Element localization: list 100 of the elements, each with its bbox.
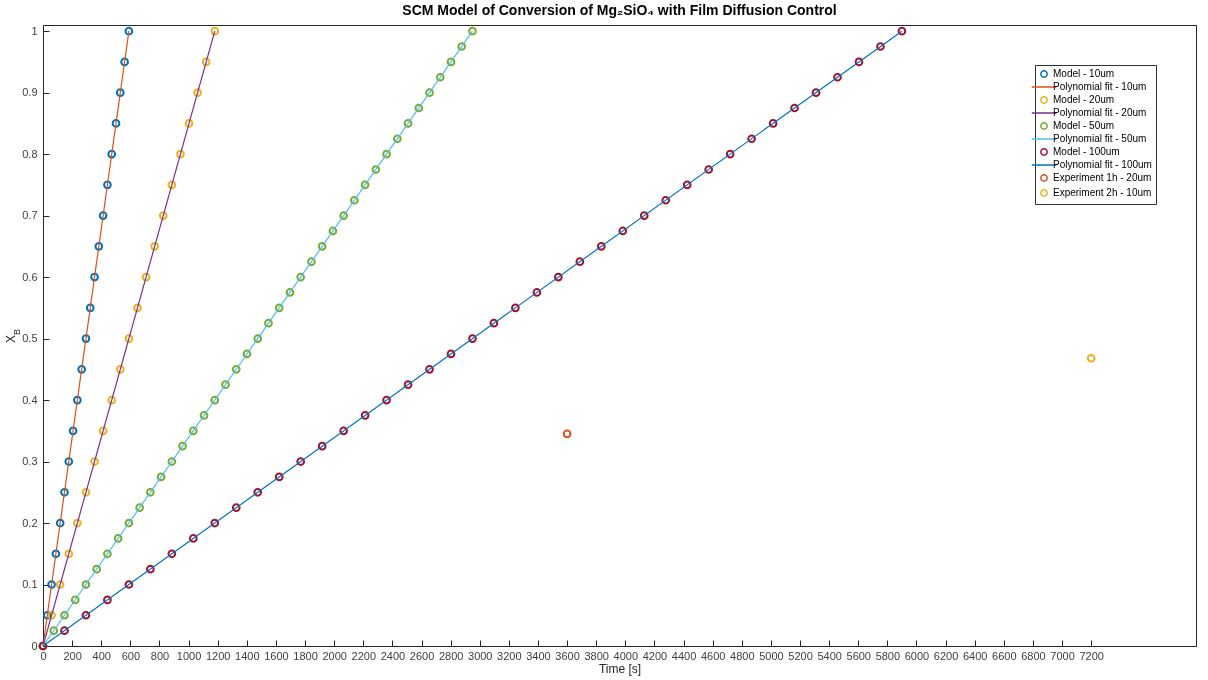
point <box>596 242 606 251</box>
point <box>468 334 477 343</box>
point <box>115 364 125 374</box>
point <box>124 518 134 528</box>
point <box>77 364 87 374</box>
y-tick-label: 0.7 <box>22 209 38 222</box>
y-tick-label: 0.6 <box>22 270 38 283</box>
point <box>231 364 241 374</box>
point <box>81 334 91 343</box>
x-tick-label: 2600 <box>409 649 435 662</box>
point <box>111 119 121 128</box>
point <box>639 211 649 220</box>
point <box>42 610 52 620</box>
point <box>90 457 99 466</box>
point <box>68 426 78 436</box>
point <box>274 303 284 313</box>
point <box>876 42 885 51</box>
x-tick-label: 6600 <box>992 649 1017 662</box>
x-tick-label: 3800 <box>584 649 609 662</box>
legend-label: Model - 50um <box>1053 120 1115 131</box>
legend-label: Model - 10um <box>1053 68 1115 79</box>
x-tick-label: 5400 <box>817 649 842 662</box>
legend-label: Polynomial fit - 50um <box>1053 133 1147 144</box>
x-tick-label: 7200 <box>1079 649 1104 662</box>
point <box>64 549 74 559</box>
point <box>811 88 821 97</box>
point <box>661 195 671 205</box>
point <box>90 272 99 282</box>
point <box>201 57 211 67</box>
point <box>98 211 108 220</box>
point <box>403 119 413 128</box>
point <box>94 242 104 251</box>
point <box>618 226 628 236</box>
point <box>296 272 306 282</box>
x-tick-label: 5200 <box>788 649 813 662</box>
point <box>115 88 125 97</box>
point <box>133 303 142 313</box>
y-tick-label: 0 <box>31 639 38 652</box>
x-tick-label: 4600 <box>700 649 726 662</box>
x-tick-label: 4200 <box>642 649 668 662</box>
point <box>446 349 456 359</box>
y-tick-label: 0.2 <box>22 516 38 529</box>
point <box>81 487 91 497</box>
point <box>49 626 59 635</box>
y-tick-label: 0.1 <box>22 578 38 591</box>
point <box>854 57 864 67</box>
point <box>210 26 220 36</box>
point <box>307 257 316 267</box>
point <box>425 364 434 374</box>
x-tick-label: 3000 <box>468 649 493 662</box>
point <box>382 395 391 405</box>
point <box>107 149 117 159</box>
point <box>107 395 117 405</box>
point <box>167 180 177 190</box>
point <box>81 610 91 620</box>
point <box>511 303 520 313</box>
x-tick-label: 200 <box>63 649 82 662</box>
point <box>360 180 370 190</box>
point <box>124 334 134 343</box>
point <box>60 610 69 620</box>
point <box>562 429 572 439</box>
x-tick-label: 1600 <box>264 649 289 662</box>
point <box>457 42 467 51</box>
point <box>897 26 907 36</box>
point <box>274 472 284 482</box>
point <box>103 595 112 605</box>
point <box>360 411 370 420</box>
y-tick-label: 0.8 <box>22 147 38 160</box>
point <box>339 211 348 220</box>
point <box>113 534 123 543</box>
point <box>704 165 714 174</box>
point <box>47 610 56 620</box>
x-tick-label: 2800 <box>438 649 464 662</box>
legend-label: Polynomial fit - 10um <box>1053 81 1147 92</box>
x-tick-label: 5600 <box>846 649 871 662</box>
point <box>682 180 692 190</box>
point <box>253 487 263 497</box>
x-tick-label: 2200 <box>351 649 377 662</box>
point <box>124 26 134 36</box>
point <box>790 103 799 113</box>
point <box>264 318 273 328</box>
x-tick-label: 600 <box>121 649 141 662</box>
point <box>446 57 456 67</box>
point <box>188 534 198 543</box>
point <box>135 503 144 513</box>
point <box>833 72 842 82</box>
point <box>81 580 91 589</box>
point <box>103 549 112 559</box>
x-tick-label: 3200 <box>497 649 522 662</box>
point <box>392 134 402 144</box>
x-tick-label: 6000 <box>904 649 930 662</box>
x-tick-label: 6800 <box>1021 649 1046 662</box>
point <box>193 88 202 97</box>
point <box>103 180 112 190</box>
point <box>85 303 95 313</box>
x-tick-label: 2400 <box>380 649 406 662</box>
x-axis-title: Time [s] <box>598 661 642 676</box>
point <box>60 626 69 635</box>
legend-label: Polynomial fit - 100um <box>1053 159 1152 170</box>
x-tick-label: 4400 <box>671 649 697 662</box>
